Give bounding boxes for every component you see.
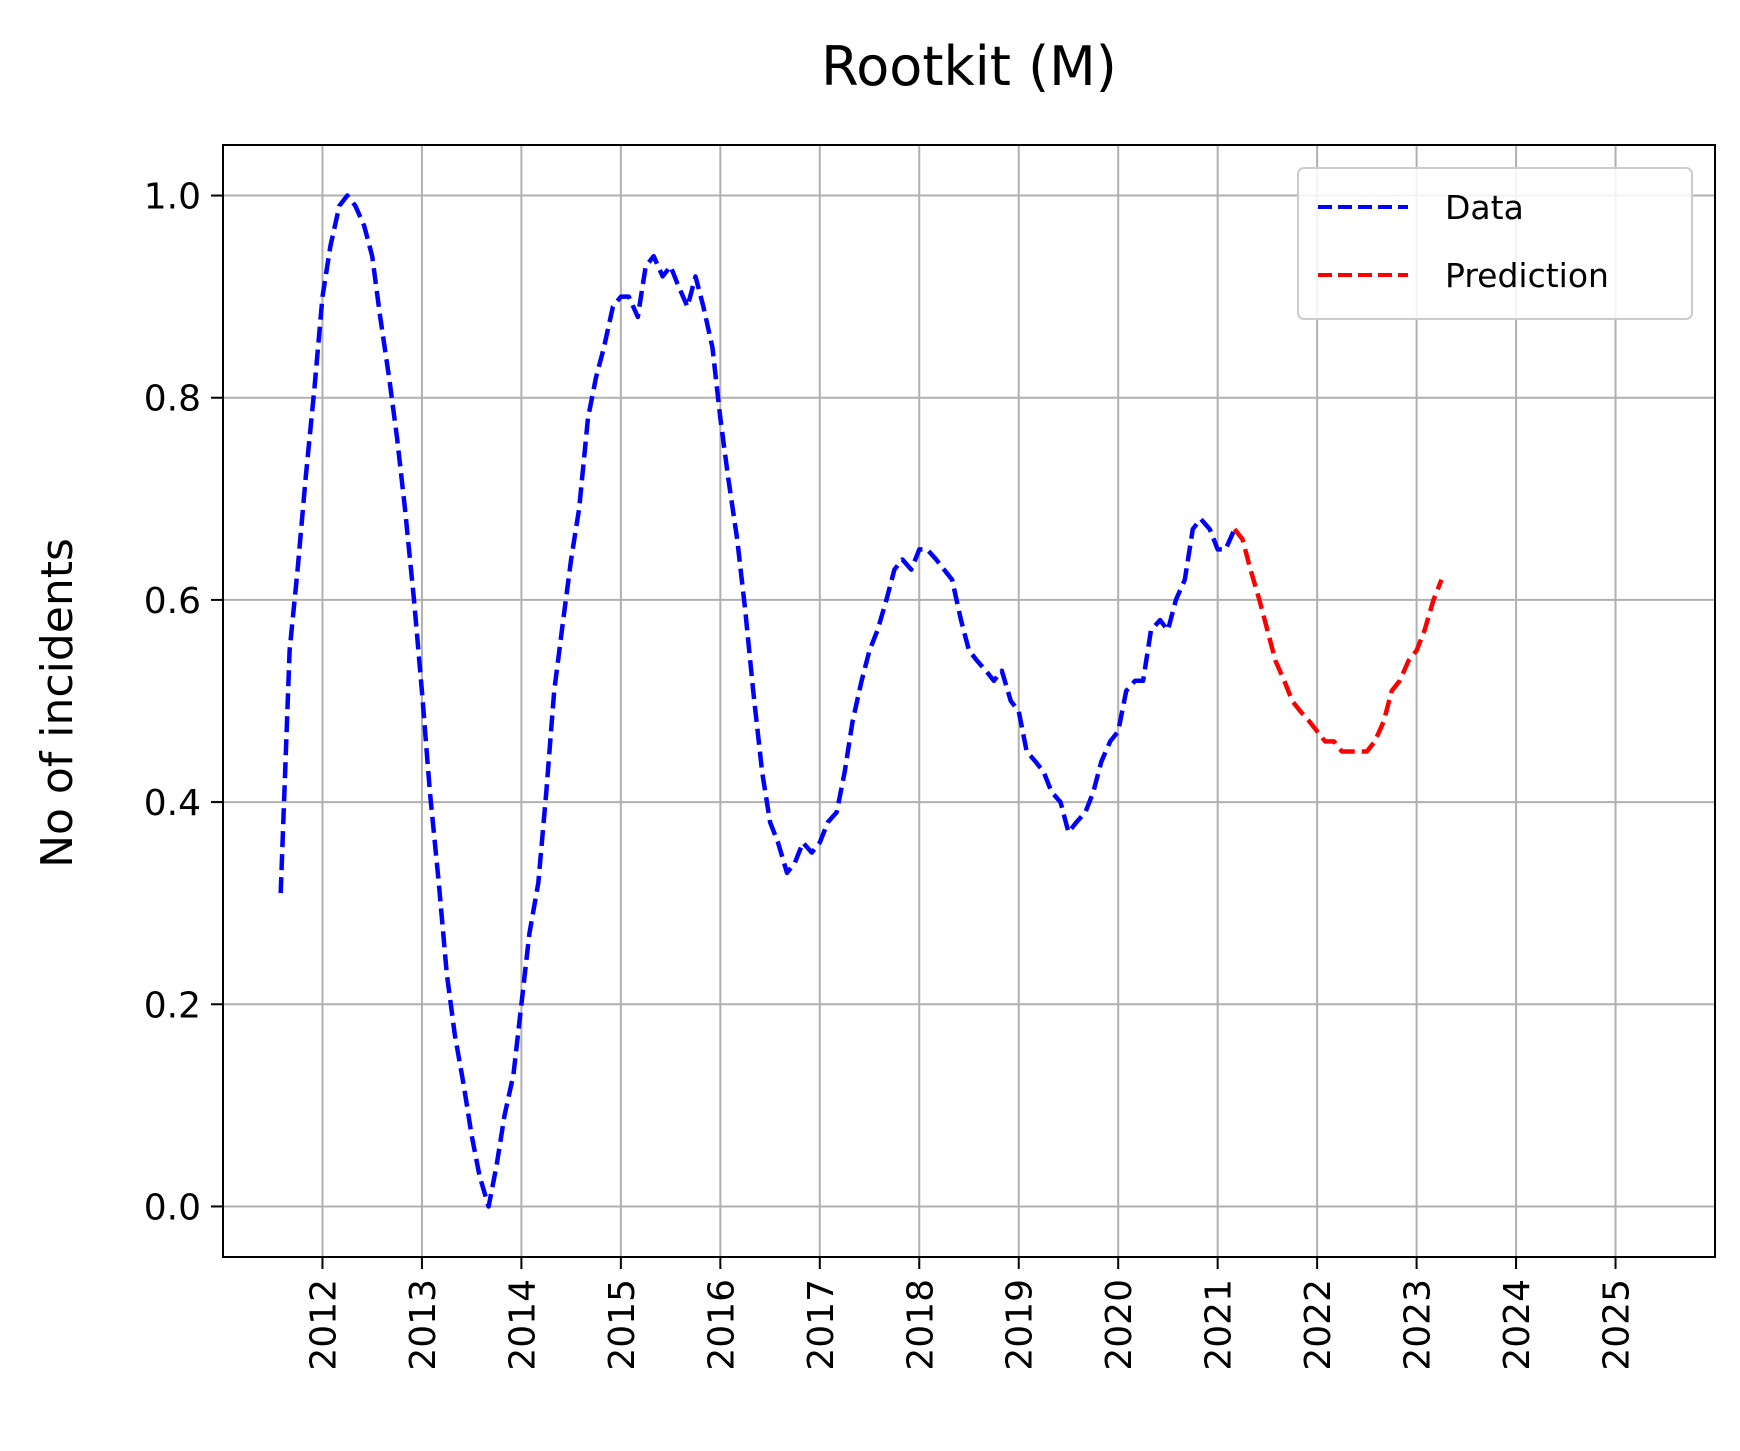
chart-title: Rootkit (M) [821, 35, 1117, 98]
series-line-data [278, 193, 1237, 1209]
x-tick-label-2024: 2024 [1497, 1279, 1538, 1371]
x-tick-label-2025: 2025 [1597, 1279, 1638, 1371]
legend-box [1297, 167, 1693, 320]
legend: Data Prediction [1297, 167, 1693, 320]
y-tick-label-0: 0.0 [144, 1187, 201, 1228]
x-tick-label-2023: 2023 [1398, 1279, 1439, 1371]
plot-frame [222, 144, 1716, 1258]
y-axis-label: No of incidents [32, 538, 83, 868]
x-tick-label-2012: 2012 [303, 1279, 344, 1371]
series-line-prediction [1232, 527, 1444, 754]
x-tick-label-2022: 2022 [1298, 1279, 1339, 1371]
x-tick-label-2021: 2021 [1199, 1279, 1240, 1371]
y-tick-label-4: 0.8 [144, 379, 201, 420]
y-tick-label-3: 0.6 [144, 581, 201, 622]
y-tick-label-5: 1.0 [144, 177, 201, 218]
x-tick-label-2014: 2014 [502, 1279, 543, 1371]
y-tick-label-1: 0.2 [144, 985, 201, 1026]
x-tick-label-2018: 2018 [900, 1279, 941, 1371]
series-layer [278, 193, 1444, 1209]
ticks: 2012 2013 2014 2015 2016 2017 2018 2019 2020 2021… [144, 177, 1638, 1371]
x-tick-label-2020: 2020 [1099, 1279, 1140, 1371]
legend-prediction-label: Prediction [1445, 256, 1609, 295]
x-tick-label-2016: 2016 [701, 1279, 742, 1371]
y-tick-label-2: 0.4 [144, 783, 201, 824]
x-tick-label-2013: 2013 [403, 1279, 444, 1371]
legend-data-label: Data [1445, 188, 1524, 227]
x-tick-label-2015: 2015 [602, 1279, 643, 1371]
x-tick-label-2019: 2019 [1000, 1279, 1041, 1371]
x-tick-label-2017: 2017 [801, 1279, 842, 1371]
